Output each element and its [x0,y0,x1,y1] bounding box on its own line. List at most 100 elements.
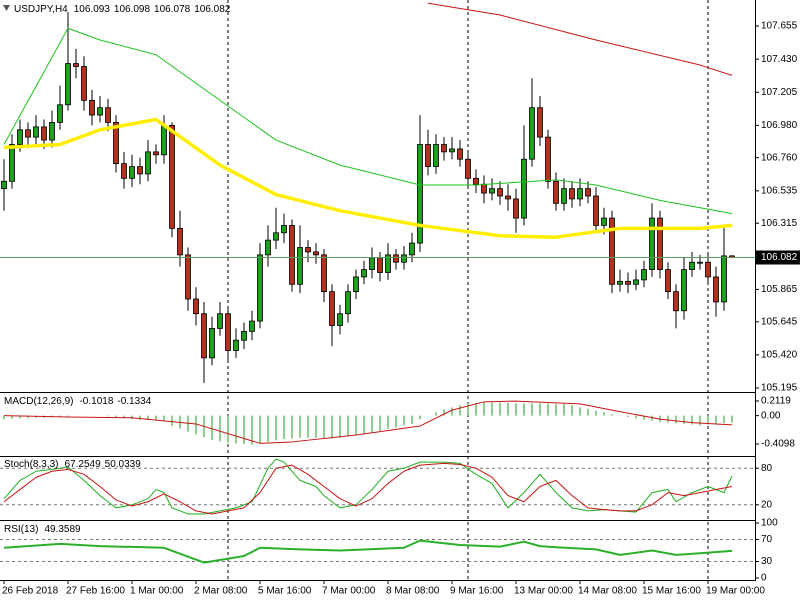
header-text: USDJPY,H4 [14,4,68,15]
candle-body [97,107,103,116]
candle-body [17,129,23,145]
candle-body [601,217,607,226]
y-tick-label: -0.4098 [761,439,795,450]
candle-body [129,166,135,179]
y-tick-label: 106.315 [761,218,798,229]
y-tick-label: 107.430 [761,54,798,65]
candle-body [121,163,127,179]
candle-body [329,291,335,326]
candle-body [377,257,383,273]
candle-body [49,122,55,141]
candle-body [529,107,535,160]
header-text: 106.093 [74,4,111,15]
candle-body [537,107,543,138]
candle-body [561,188,567,204]
y-tick-label: 106.535 [761,185,798,196]
candle-body [57,104,63,123]
candle-body [273,232,279,241]
y-tick-label: 70 [761,534,773,545]
candle-body [65,63,71,106]
header-text: 106.098 [114,4,151,15]
candle-body [225,313,231,351]
candle-body [465,158,471,179]
candle-body [657,217,663,270]
candle-body [1,180,7,190]
y-tick-label: 0.2119 [761,396,791,407]
candle-body [633,279,639,285]
x-tick-label: 19 Mar 00:00 [706,586,765,597]
candle-body [425,144,431,167]
candle-body [457,148,463,160]
y-tick-label: 105.420 [761,350,798,361]
header-text: 106.078 [154,4,191,15]
candle-body [161,124,167,156]
candle-body [361,269,367,278]
candle-body [385,254,391,273]
y-tick-label: 105.865 [761,284,798,295]
candle-body [33,126,39,138]
candle-body [721,255,727,303]
candle-body [617,280,623,285]
current-price-label: 106.082 [761,252,798,263]
moving-average [3,117,733,239]
candle-body [217,313,223,329]
candle-body [713,276,719,303]
candle-body [433,144,439,167]
oscillator-line [3,462,733,515]
y-tick-label: 106.980 [761,120,798,131]
candle-body [609,217,615,285]
candle-body [689,261,695,270]
header-text: 67.2549 [64,459,101,470]
candle-body [321,254,327,293]
candle-body [369,257,375,270]
candle-body [177,227,183,256]
candle-body [201,313,207,359]
candle-body [497,188,503,197]
header-text: -0.1018 [79,396,113,407]
candle-body [25,129,31,138]
candle-body [305,247,311,253]
candle-body [185,254,191,300]
oscillator-line [3,539,733,564]
candle-body [233,339,239,351]
header-text: 106.082 [194,4,231,15]
candle-body [593,195,599,226]
x-tick-label: 8 Mar 08:00 [386,586,440,597]
candle-body [169,124,175,229]
current-price-box [756,250,800,265]
candle-body [9,144,15,182]
x-tick-label: 7 Mar 00:00 [322,586,376,597]
candle-body [73,63,79,67]
candle-body [681,269,687,312]
candle-body [409,242,415,256]
x-tick-label: 1 Mar 00:00 [130,586,184,597]
moving-average [3,27,733,215]
candle-body [473,177,479,185]
candle-body [345,291,351,315]
candle-body [625,280,631,285]
y-tick-label: 105.645 [761,316,798,327]
candle-body [289,225,295,285]
candle-body [569,188,575,200]
y-tick-label: 106.760 [761,152,798,163]
candle-body [489,188,495,194]
signal-line [3,400,733,444]
panel-header: RSI(13) 49.3589 [4,524,81,535]
candle-body [585,188,591,197]
candle-body [313,251,319,256]
x-tick-label: 15 Mar 16:00 [642,586,701,597]
candle-body [441,144,447,153]
labels: 107.655 107.430 107.205 106.980 106.760 106.5… [2,4,800,597]
candle-body [81,66,87,101]
candle-body [649,217,655,270]
candle-body [89,99,95,116]
candle-body [265,239,271,256]
y-tick-label: 100 [761,518,778,529]
candle-body [281,225,287,234]
candle-body [257,254,263,322]
y-tick-label: 20 [761,499,773,510]
candle-body [401,254,407,263]
candle-body [393,254,399,263]
